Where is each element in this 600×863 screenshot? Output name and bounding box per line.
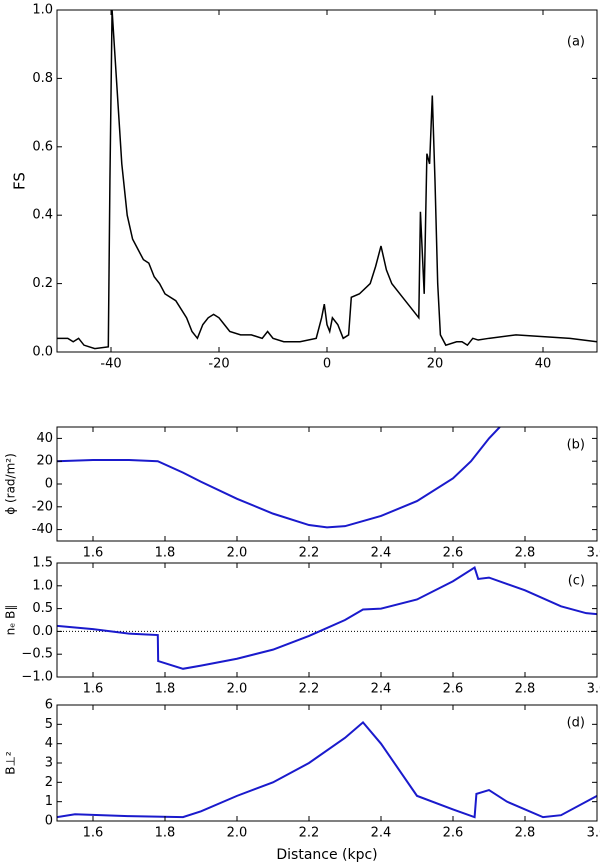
y-tick-label: 3: [45, 756, 53, 771]
x-tick-label: 2.2: [299, 682, 320, 697]
y-tick-label: 0.8: [32, 71, 53, 86]
panel-annotation: (c): [568, 574, 585, 589]
y-tick-label: −0.5: [21, 647, 53, 662]
axes-frame: [56, 704, 598, 822]
y-tick-label: 40: [36, 431, 53, 446]
y-tick-label: 0.2: [32, 276, 53, 291]
y-tick-label: 0.5: [32, 601, 53, 616]
x-tick-label: 2.8: [515, 826, 536, 841]
y-tick-label: 20: [36, 454, 53, 469]
x-tick-label: 1.6: [83, 682, 104, 697]
data-line: [57, 720, 597, 819]
x-tick-label: 2.2: [299, 826, 320, 841]
panel: -40 -20 0 20 40 0.0 0.2 0.4 0.6 0.8 1.0 (a) FS: [11, 3, 598, 372]
x-tick-label: 2.0: [227, 546, 248, 561]
y-tick-label: 0.6: [32, 139, 53, 154]
x-tick-label: 3.0: [587, 682, 600, 697]
x-tick-label: 20: [427, 357, 444, 372]
x-tick-label: 2.6: [443, 682, 464, 697]
panel: 1.6 1.8 2.0 2.2 2.4 2.6 2.8 3.0 0 1 2 3 4 5 6 (d) B⊥² Dis…: [4, 698, 600, 863]
x-tick-label: 2.6: [443, 826, 464, 841]
x-tick-label: 3.0: [587, 826, 600, 841]
y-tick-label: 1: [45, 794, 53, 809]
x-tick-label: 2.0: [227, 826, 248, 841]
x-tick-label: 3.0: [587, 546, 600, 561]
panel: 1.6 1.8 2.0 2.2 2.4 2.6 2.8 3.0 −1.0 −0.5 0.0 0.5 1.…: [4, 556, 600, 697]
y-tick-label: 6: [45, 698, 53, 713]
y-tick-label: 5: [45, 717, 53, 732]
x-tick-label: 2.6: [443, 546, 464, 561]
x-tick-label: 40: [535, 357, 552, 372]
x-tick-label: 2.8: [515, 546, 536, 561]
x-tick-label: 1.8: [155, 682, 176, 697]
y-tick-label: 0.0: [32, 624, 53, 639]
y-axis-label: ϕ (rad/m²): [4, 453, 18, 515]
y-tick-label: 1.0: [32, 3, 53, 18]
y-tick-label: 1.0: [32, 578, 53, 593]
x-tick-label: 0: [323, 357, 331, 372]
x-tick-label: 2.0: [227, 682, 248, 697]
panel: 1.6 1.8 2.0 2.2 2.4 2.6 2.8 3.0 -40 -20 0 20 40 (b) ϕ …: [4, 426, 600, 561]
y-axis-label: nₑ B∥: [4, 605, 18, 636]
y-axis-label: FS: [11, 172, 29, 190]
x-tick-label: -40: [100, 357, 121, 372]
y-tick-label: 0: [45, 814, 53, 829]
y-tick-label: 4: [45, 736, 53, 751]
x-axis-label: Distance (kpc): [276, 847, 377, 863]
y-tick-label: −1.0: [21, 670, 53, 685]
y-tick-label: 0: [45, 477, 53, 492]
x-tick-label: 2.4: [371, 826, 392, 841]
x-tick-label: 1.8: [155, 826, 176, 841]
x-tick-label: 2.4: [371, 682, 392, 697]
axes-frame: [56, 426, 598, 542]
y-tick-label: -20: [32, 499, 53, 514]
data-line: [57, 10, 597, 350]
x-tick-label: -20: [208, 357, 229, 372]
panel-annotation: (a): [567, 35, 585, 50]
y-tick-label: 2: [45, 775, 53, 790]
x-tick-label: 2.4: [371, 546, 392, 561]
x-tick-label: 1.8: [155, 546, 176, 561]
panel-annotation: (b): [567, 438, 585, 453]
y-axis-label: B⊥²: [4, 751, 18, 775]
y-tick-label: 0.0: [32, 345, 53, 360]
x-tick-label: 1.6: [83, 546, 104, 561]
axes-frame: [56, 9, 598, 353]
y-tick-label: -40: [32, 522, 53, 537]
axes-frame: [56, 562, 598, 678]
y-tick-label: 1.5: [32, 556, 53, 571]
y-tick-label: 0.4: [32, 208, 53, 223]
x-tick-label: 2.2: [299, 546, 320, 561]
data-line: [57, 566, 597, 670]
x-tick-label: 1.6: [83, 826, 104, 841]
x-tick-label: 2.8: [515, 682, 536, 697]
data-line: [57, 427, 501, 529]
panel-annotation: (d): [567, 716, 585, 731]
